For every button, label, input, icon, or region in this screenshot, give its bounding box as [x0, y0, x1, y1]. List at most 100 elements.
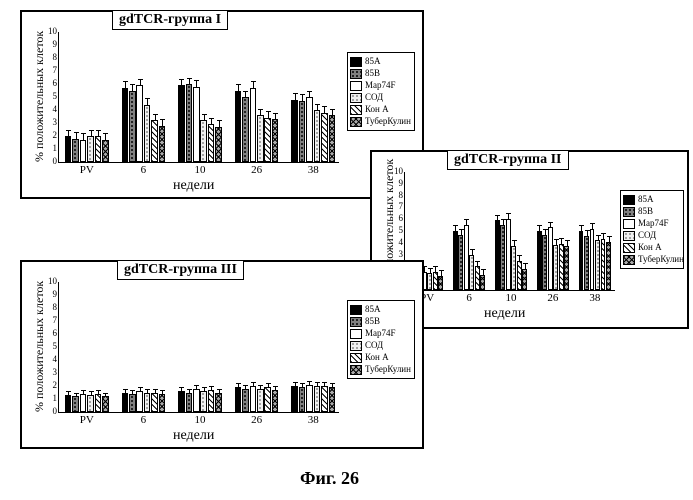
bar [606, 242, 611, 290]
y-tick: 3 [389, 250, 405, 259]
error-bar [302, 383, 303, 387]
y-tick: 7 [43, 316, 59, 325]
legend-item: СОД [623, 230, 681, 241]
y-tick: 0 [43, 407, 59, 416]
bar [299, 387, 305, 412]
error-bar [76, 393, 77, 397]
x-tick: 26 [251, 162, 262, 176]
error-bar [253, 81, 254, 88]
error-bar [211, 118, 212, 125]
legend-label: СОД [365, 92, 383, 103]
error-bar [477, 261, 478, 267]
bar [506, 219, 511, 290]
error-bar [435, 266, 436, 272]
bar [186, 393, 192, 413]
legend-swatch [350, 81, 362, 91]
plot-area: 012345678910PV6102638 [404, 172, 615, 291]
legend-label: Кон А [638, 242, 662, 253]
error-bar [125, 389, 126, 393]
error-bar [275, 386, 276, 390]
error-bar [609, 236, 610, 242]
legend-swatch [350, 365, 362, 375]
bar [537, 231, 542, 290]
error-bar [332, 109, 333, 116]
error-bar [140, 387, 141, 391]
bar [438, 276, 443, 290]
bar [102, 140, 108, 162]
bar [200, 120, 206, 162]
legend-item: Кон А [350, 352, 412, 363]
legend-item: СОД [350, 92, 412, 103]
error-bar [91, 391, 92, 395]
legend-label: ТуберКулин [365, 364, 411, 375]
error-bar [140, 79, 141, 86]
y-tick: 8 [43, 303, 59, 312]
bar [517, 261, 522, 291]
legend: 85A85BMap74FСОДКон АТуберКулин [347, 52, 415, 131]
error-bar [260, 385, 261, 389]
legend-item: Map74F [350, 328, 412, 339]
bar [72, 139, 78, 162]
legend-label: Map74F [365, 328, 396, 339]
bar [250, 386, 256, 412]
y-tick: 3 [43, 118, 59, 127]
plot-area: 012345678910PV6102638 [58, 32, 339, 163]
error-bar [98, 390, 99, 394]
bar [264, 387, 270, 412]
bar [257, 389, 263, 412]
y-tick: 10 [389, 167, 405, 176]
error-bar [275, 113, 276, 120]
error-bar [219, 120, 220, 127]
bar [291, 386, 297, 412]
bar [122, 88, 128, 162]
legend-swatch [623, 231, 635, 241]
figure-caption: Фиг. 26 [300, 468, 359, 489]
bar [595, 240, 600, 290]
error-bar [132, 390, 133, 394]
legend-swatch [350, 341, 362, 351]
bar [601, 239, 606, 290]
legend-item: Map74F [350, 80, 412, 91]
x-tick: PV [80, 162, 94, 176]
error-bar [189, 389, 190, 393]
bar [95, 394, 101, 412]
error-bar [441, 270, 442, 276]
y-tick: 7 [43, 66, 59, 75]
error-bar [424, 266, 425, 272]
bar [250, 88, 256, 162]
error-bar [204, 114, 205, 121]
bar [129, 394, 135, 412]
error-bar [561, 238, 562, 244]
error-bar [309, 381, 310, 385]
legend-swatch [350, 353, 362, 363]
y-tick: 2 [43, 131, 59, 140]
error-bar [155, 114, 156, 121]
error-bar [196, 385, 197, 389]
bar [193, 87, 199, 162]
legend-label: ТуберКулин [638, 254, 684, 265]
bar [272, 390, 278, 412]
legend-swatch [350, 329, 362, 339]
error-bar [592, 223, 593, 229]
legend-label: 85B [365, 68, 380, 79]
y-tick: 5 [43, 342, 59, 351]
bar [291, 100, 297, 162]
panel-p3: gdTCR-группа III% положительных клетокне… [20, 260, 424, 449]
bar [136, 391, 142, 412]
bar [242, 389, 248, 412]
y-tick: 10 [43, 277, 59, 286]
bar [215, 393, 221, 413]
bar [458, 235, 463, 290]
bar [584, 236, 589, 290]
error-bar [83, 133, 84, 140]
legend-swatch [623, 207, 635, 217]
error-bar [147, 389, 148, 393]
legend-swatch [350, 57, 362, 67]
error-bar [211, 386, 212, 390]
bar [200, 391, 206, 412]
y-tick: 2 [43, 381, 59, 390]
error-bar [204, 387, 205, 391]
error-bar [162, 390, 163, 394]
legend-label: Map74F [365, 80, 396, 91]
error-bar [238, 383, 239, 387]
